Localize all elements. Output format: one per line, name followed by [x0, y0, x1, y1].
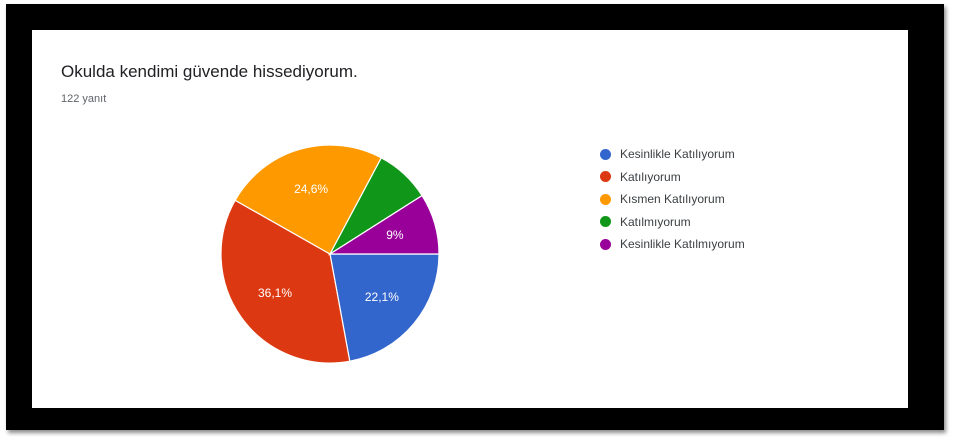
legend-swatch [600, 238, 611, 250]
legend-item[interactable]: Kesinlikle Katılmıyorum [600, 233, 745, 256]
legend-label: Kısmen Katılıyorum [620, 192, 725, 207]
pie-slice[interactable] [234, 144, 383, 255]
slice-label: 9% [386, 228, 404, 242]
legend-label: Katılmıyorum [620, 214, 691, 229]
pie-slice[interactable] [220, 199, 351, 364]
legend-swatch [600, 216, 611, 228]
pie-slice[interactable] [329, 253, 440, 362]
legend-label: Kesinlikle Katılmıyorum [620, 237, 745, 252]
legend-swatch [600, 193, 611, 205]
legend-item[interactable]: Kesinlikle Katılıyorum [600, 143, 745, 166]
legend-swatch [600, 148, 611, 160]
pie-slice[interactable] [327, 194, 440, 255]
chart-card [32, 30, 908, 408]
legend-label: Katılıyorum [620, 169, 681, 184]
legend-item[interactable]: Katılıyorum [600, 166, 745, 189]
slice-label: 22,1% [365, 290, 399, 304]
question-title: Okulda kendimi güvende hissediyorum. [61, 62, 358, 81]
legend-item[interactable]: Katılmıyorum [600, 211, 745, 234]
pie-chart: 22,1% 36,1% 24,6% 9% [220, 144, 440, 364]
chart-legend: Kesinlikle Katılıyorum Katılıyorum Kısme… [600, 143, 745, 256]
legend-swatch [600, 171, 611, 183]
legend-label: Kesinlikle Katılıyorum [620, 147, 735, 162]
response-count: 122 yanıt [61, 93, 107, 105]
slice-label: 36,1% [258, 286, 292, 300]
legend-item[interactable]: Kısmen Katılıyorum [600, 188, 745, 211]
slice-label: 24,6% [294, 182, 328, 196]
